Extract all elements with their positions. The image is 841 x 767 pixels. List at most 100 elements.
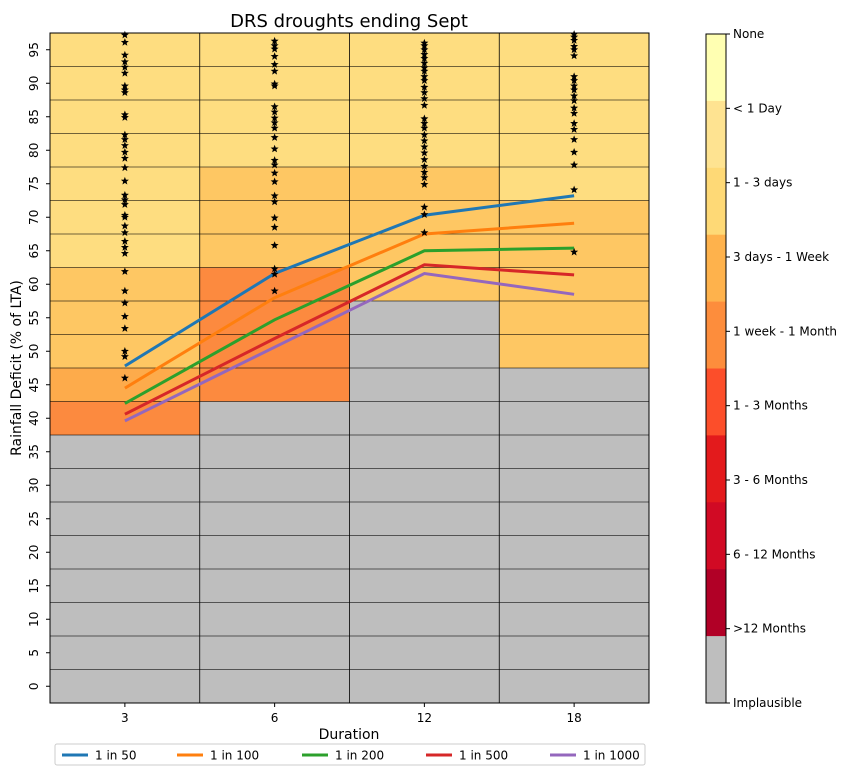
plot-frame: [49, 32, 650, 704]
y-tick-label: 15: [27, 578, 41, 593]
observed-drought-points: [120, 30, 579, 382]
observed-point-star: [120, 141, 129, 149]
observed-point-star: [570, 81, 579, 90]
observed-point-star: [420, 123, 429, 132]
observed-point-star: [120, 130, 129, 139]
observed-point-star: [270, 286, 279, 295]
y-tick-label: 75: [27, 176, 41, 191]
observed-point-star: [420, 101, 429, 109]
observed-point-star: [120, 62, 129, 71]
observed-point-star: [270, 264, 279, 273]
observed-point-star: [570, 30, 579, 38]
observed-point-star: [420, 168, 429, 176]
x-axis-label: Duration: [319, 727, 380, 743]
x-axis: 3 6 12 18: [121, 703, 582, 725]
observed-point-star: [270, 60, 279, 68]
observed-point-star: [420, 88, 429, 97]
observed-point-star: [570, 103, 579, 112]
observed-point-star: [270, 133, 279, 141]
observed-point-star: [570, 36, 579, 44]
observed-point-star: [120, 352, 129, 361]
y-tick-label: 20: [27, 545, 41, 560]
observed-point-star: [270, 160, 279, 169]
observed-point-star: [270, 41, 279, 50]
colorbar-segment: [706, 636, 726, 704]
observed-point-star: [120, 228, 129, 237]
observed-point-star: [270, 223, 279, 231]
colorbar-label: 1 - 3 days: [733, 176, 792, 190]
observed-point-star: [570, 91, 579, 100]
observed-point-star: [420, 41, 429, 50]
y-tick-label: 90: [27, 76, 41, 91]
observed-point-star: [270, 197, 279, 206]
y-tick-label: 45: [27, 377, 41, 392]
observed-point-star: [270, 191, 279, 200]
y-tick-label: 50: [27, 344, 41, 359]
y-tick-label: 85: [27, 109, 41, 124]
observed-point-star: [270, 44, 279, 53]
y-tick-label: 70: [27, 210, 41, 225]
y-tick-label: 0: [27, 682, 41, 690]
observed-point-star: [570, 125, 579, 133]
x-tick-label: 6: [271, 711, 279, 725]
column-separator-lines: [199, 33, 500, 703]
colorbar-label: 1 week - 1 Month: [733, 324, 837, 338]
observed-point-star: [120, 200, 129, 208]
observed-point-star: [120, 81, 129, 90]
observed-point-star: [420, 155, 429, 164]
colorbar-label: >12 Months: [733, 622, 806, 636]
observed-point-star: [120, 85, 129, 94]
x-tick-label: 12: [417, 711, 432, 725]
observed-point-star: [120, 69, 129, 77]
observed-point-star: [120, 243, 129, 251]
observed-point-star: [420, 142, 429, 151]
observed-point-star: [570, 247, 579, 256]
observed-point-star: [570, 51, 579, 60]
observed-point-star: [420, 66, 429, 75]
observed-point-star: [270, 241, 279, 249]
chart-title: DRS droughts ending Sept: [230, 11, 468, 32]
observed-point-star: [570, 119, 579, 127]
observed-point-star: [420, 76, 429, 84]
observed-point-star: [420, 210, 429, 218]
colorbar-label: < 1 Day: [733, 101, 782, 115]
y-tick-label: 35: [27, 444, 41, 459]
colorbar-segment: [706, 435, 726, 503]
observed-point-star: [420, 38, 429, 47]
observed-point-star: [120, 113, 129, 121]
observed-point-star: [120, 30, 129, 39]
colorbar-segment: [706, 34, 726, 102]
y-tick-label: 60: [27, 277, 41, 292]
observed-point-star: [570, 160, 579, 169]
legend-box: [54, 743, 646, 766]
observed-point-star: [420, 94, 429, 103]
observed-point-star: [270, 102, 279, 111]
observed-point-star: [270, 118, 279, 127]
colorbar-label: 6 - 12 Months: [733, 547, 816, 561]
observed-point-star: [120, 237, 129, 245]
observed-point-star: [270, 52, 279, 60]
series-line-1-in-1000: [124, 271, 575, 423]
observed-point-star: [420, 83, 429, 91]
legend-label: 1 in 50: [95, 749, 136, 763]
legend: 1 in 50 1 in 100 1 in 200 1 in 500 1 in 1000: [54, 743, 646, 766]
observed-point-star: [420, 58, 429, 67]
observed-point-star: [420, 148, 429, 157]
observed-point-star: [120, 221, 129, 230]
observed-point-star: [420, 45, 429, 54]
colorbar-segment: [706, 502, 726, 570]
colorbar: None < 1 Day 1 - 3 days 3 days - 1 Week 1 we…: [705, 27, 837, 710]
x-tick-label: 3: [121, 711, 129, 725]
observed-point-star: [270, 144, 279, 153]
observed-point-star: [120, 249, 129, 257]
colorbar-segment: [706, 301, 726, 369]
colorbar-label: 1 - 3 Months: [733, 399, 808, 413]
observed-point-star: [570, 185, 579, 194]
y-axis-label: Rainfall Deficit (% of LTA): [9, 280, 25, 456]
observed-point-star: [570, 72, 579, 80]
series-line-1-in-100: [124, 221, 575, 390]
observed-point-star: [120, 110, 129, 119]
observed-point-star: [270, 156, 279, 164]
observed-point-star: [270, 79, 279, 88]
